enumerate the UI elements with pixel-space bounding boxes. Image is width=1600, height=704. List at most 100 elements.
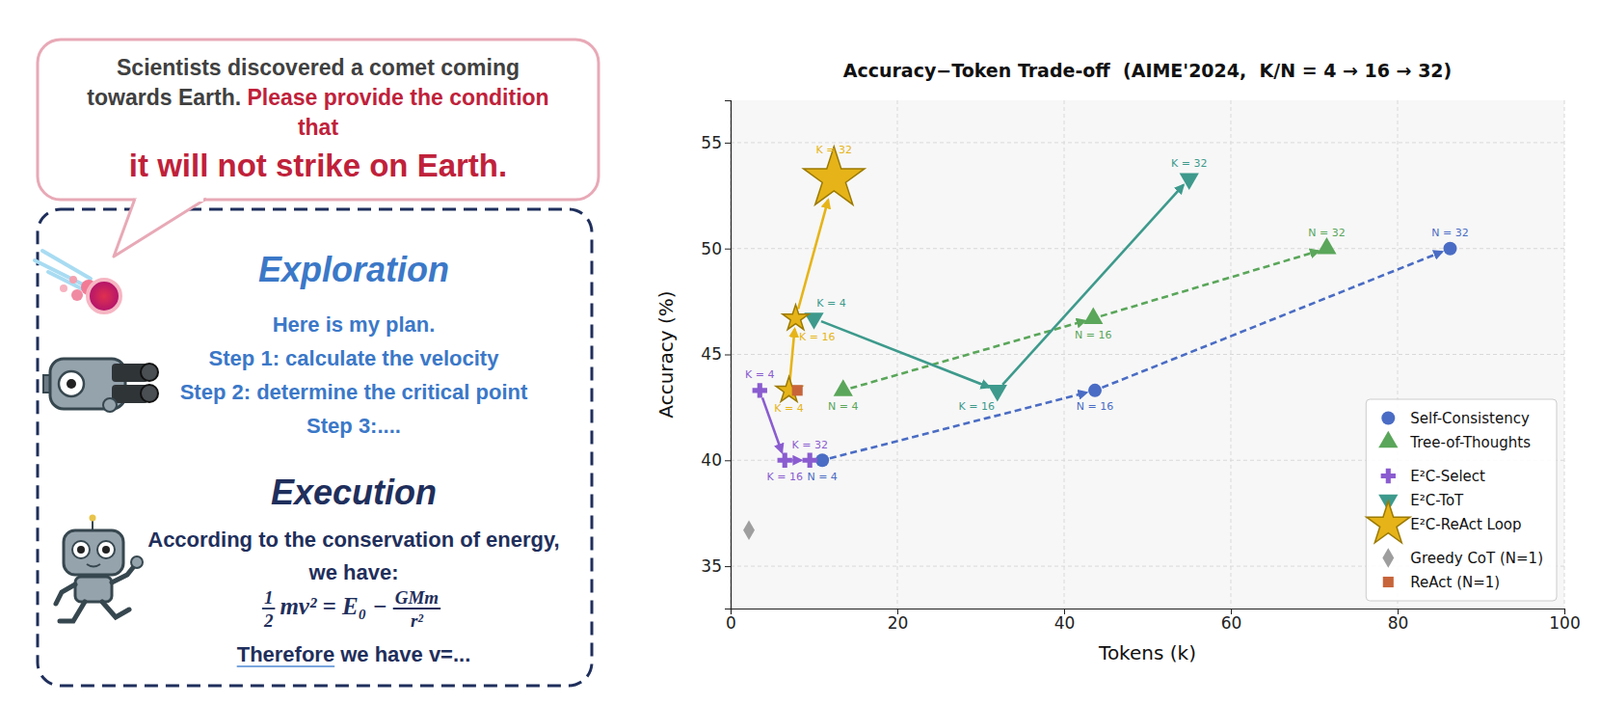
data-point (1179, 172, 1200, 190)
comet-icon (34, 250, 121, 313)
legend-label: ReAct (N=1) (1410, 573, 1500, 591)
question-line-word: provide (317, 84, 403, 110)
speech-bubble (37, 39, 599, 200)
execution-line-word: we (308, 560, 338, 585)
question-line-word: Earth. (172, 84, 242, 110)
question-emphasis: it will not strike on Earth. (129, 147, 507, 184)
y-tick: 50 (700, 239, 731, 259)
legend-symbol (1381, 411, 1395, 426)
page: Scientists discovered a comet coming towa… (0, 0, 1600, 704)
legend-label: Tree-of-Thoughts (1409, 433, 1531, 452)
comet-trail (71, 289, 83, 301)
robot-eye (58, 371, 84, 397)
point-label: N = 4 (806, 470, 837, 483)
legend-label: E²C-ToT (1410, 491, 1465, 509)
x-tick: 60 (1221, 608, 1243, 633)
x-tick-label: 80 (1387, 613, 1410, 633)
question-line: Scientists discovered a comet coming (116, 54, 520, 80)
x-tick: 20 (887, 608, 909, 633)
x-tick-label: 40 (1054, 613, 1076, 633)
x-axis-line (731, 609, 1566, 615)
executor-robot-icon (55, 514, 143, 622)
point-label: K = 16 (767, 470, 803, 483)
y-tick-mark (724, 565, 731, 567)
y-axis-line (724, 101, 732, 610)
x-grid-line (897, 100, 899, 609)
point-label: K = 4 (816, 296, 846, 310)
x-tick-label: 0 (725, 613, 737, 633)
data-point (792, 384, 803, 396)
point-label: K = 4 (773, 401, 803, 415)
robot-eye (72, 540, 90, 559)
execution-line: According to the conservation of energy, (147, 527, 560, 552)
point-label: N = 4 (827, 400, 858, 413)
robot-leg (102, 601, 130, 617)
x-tick: 80 (1387, 608, 1410, 633)
question-line-word: condition (443, 84, 550, 110)
data-point (752, 382, 768, 398)
explorer-robot-icon (43, 358, 159, 412)
question-line: towards Earth. Please provide the condit… (86, 84, 549, 110)
y-tick-mark (724, 248, 731, 250)
formula-denominator: r² (410, 610, 425, 631)
robot-antenna (91, 519, 94, 531)
comet-trail (59, 284, 68, 293)
question-line-word: comet (363, 54, 435, 80)
execution-line-word: of (453, 527, 481, 552)
y-tick-label: 45 (700, 344, 722, 364)
chart-title: Accuracy−Token Trade-off (AIME'2024, K/N… (843, 59, 1453, 81)
comet-head (87, 279, 121, 313)
y-tick: 40 (700, 450, 731, 470)
legend-label: E²C-Select (1410, 467, 1486, 485)
formula-text: = E₀ − (321, 592, 387, 619)
trend-arrow (792, 458, 801, 462)
conclusion-keyword: Therefore (237, 641, 335, 667)
robot-head (63, 530, 124, 575)
x-axis: 0 20 40 60 80 100 (725, 608, 1581, 633)
trend-arrow (798, 199, 828, 309)
point-label: K = 16 (959, 400, 995, 413)
point-label: K = 32 (1171, 157, 1207, 170)
execution-title: Execution (270, 472, 437, 512)
data-point (833, 378, 854, 397)
question-line-word: that (297, 114, 340, 140)
robot-pupil (102, 545, 110, 554)
x-tick-label: 60 (1221, 613, 1243, 633)
comet-streak (48, 271, 87, 292)
grid (730, 100, 1565, 609)
data-point (1088, 383, 1102, 398)
robot-hand (131, 556, 143, 568)
plan-line: Here is my plan. (272, 312, 436, 337)
binocular-lens (140, 363, 159, 381)
x-tick: 40 (1054, 608, 1076, 633)
fraction-bar (393, 607, 441, 610)
robot-body (75, 576, 112, 602)
x-tick: 100 (1548, 608, 1580, 633)
robot-arm (111, 564, 135, 583)
robot-eye (97, 540, 115, 559)
question-line-word: towards (86, 84, 172, 110)
robot-pupil (77, 545, 85, 554)
speech-bubble-joint (136, 197, 204, 202)
y-tick: 45 (700, 344, 731, 364)
legend-label: Self-Consistency (1410, 409, 1530, 427)
point-label: N = 16 (1076, 400, 1114, 413)
point-label: N = 32 (1307, 226, 1345, 240)
y-tick-label: 50 (700, 239, 722, 259)
y-axis: 3540455055 (700, 101, 731, 610)
x-tick-label: 20 (887, 613, 909, 633)
data-point (1316, 237, 1336, 255)
question-line-word: a (345, 54, 364, 80)
data-point (1442, 241, 1457, 256)
legend-symbol (1378, 430, 1398, 449)
question-line-word: Please (240, 84, 318, 110)
data-marks (743, 146, 1457, 540)
trend-arrow (789, 328, 795, 381)
question-line-word: the (403, 84, 444, 110)
execution-line-word: the (278, 527, 317, 552)
data-point (815, 453, 829, 467)
formula-numerator: GMm (395, 586, 439, 608)
point-labels: N = 4N = 16N = 32N = 4N = 16N = 32K = 4K… (745, 143, 1469, 483)
formula-text: mv² (279, 592, 318, 619)
legend-symbol (1366, 501, 1411, 543)
